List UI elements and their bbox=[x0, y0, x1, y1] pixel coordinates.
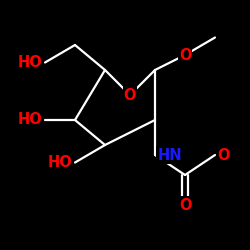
Text: O: O bbox=[218, 148, 230, 162]
Text: HO: HO bbox=[48, 155, 72, 170]
Text: O: O bbox=[179, 48, 191, 62]
Text: O: O bbox=[179, 198, 191, 212]
Text: HO: HO bbox=[18, 112, 42, 128]
Text: HO: HO bbox=[18, 55, 42, 70]
Text: HN: HN bbox=[158, 148, 182, 162]
Text: O: O bbox=[124, 88, 136, 102]
